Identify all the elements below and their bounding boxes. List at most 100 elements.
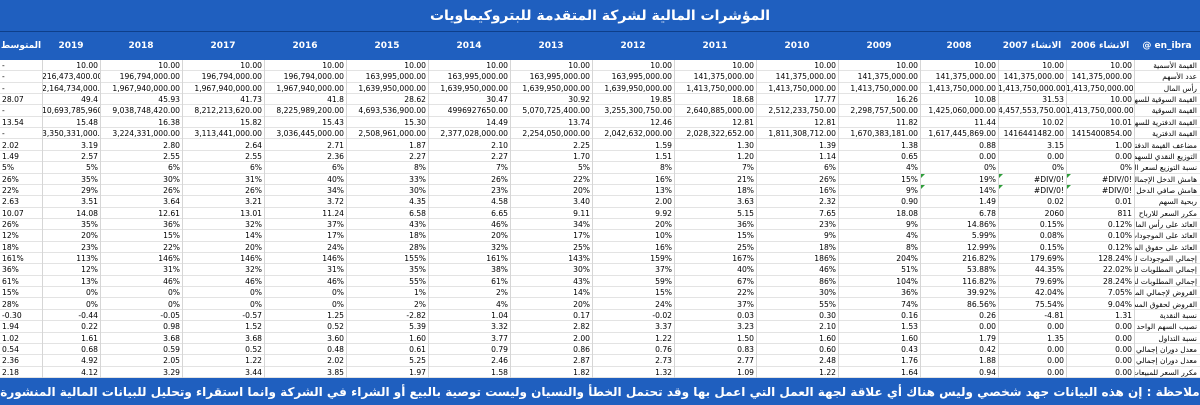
value-cell: 45.93 xyxy=(158,95,180,105)
value-cell: 10.00 xyxy=(1042,61,1064,70)
row-label: القروض لإجمالي الموجودات xyxy=(1134,288,1197,298)
value-cell: 46% xyxy=(819,265,836,275)
value-cell: 3.19 xyxy=(81,140,98,150)
value-cell: 23% xyxy=(491,185,508,195)
value-cell: 1.58 xyxy=(491,367,508,377)
table-row: 2.63 3.51 3.64 3.21 3.72 4.35 4.58 3.40 2.00 3.63… xyxy=(0,196,1200,208)
value-cell: 0% xyxy=(85,288,98,298)
value-cell: 1.00 xyxy=(1115,140,1132,150)
value-cell: 75.54% xyxy=(1035,299,1064,309)
value-cell: 79.69% xyxy=(1035,276,1064,286)
value-cell: 0.26 xyxy=(979,310,996,320)
value-cell: 14.86% xyxy=(967,220,996,229)
value-cell: 20% xyxy=(573,185,590,195)
value-cell: 0.08% xyxy=(1039,231,1064,241)
table-row: 28% 0% 0% 0% 0% 2% 4% 20% 24% 37% 55% 74% 86.56% 75.5… xyxy=(0,299,1200,310)
value-cell: 1,413,750,000.00 xyxy=(1066,106,1134,116)
value-cell: 2.36 xyxy=(327,151,344,161)
value-cell: 15.30 xyxy=(404,117,426,127)
header-year: 2010 xyxy=(784,41,810,51)
value-cell: 0.00 xyxy=(1115,356,1132,366)
value-cell: 0.79 xyxy=(491,344,508,354)
value-cell: 1.50 xyxy=(737,333,754,343)
value-cell: 9.11 xyxy=(573,208,590,218)
value-cell: 163,995,000.00 xyxy=(611,72,672,82)
value-cell: 3.64 xyxy=(163,197,180,207)
value-cell: 0.00 xyxy=(1115,367,1132,377)
value-cell: 0.15% xyxy=(1039,220,1064,229)
avg-cell: 36% xyxy=(2,265,19,275)
value-cell: 10.02 xyxy=(1042,117,1064,127)
grid-line xyxy=(592,60,593,378)
header-year: 2008 xyxy=(946,41,972,51)
value-cell: 8,225,989,200.00 xyxy=(276,106,344,116)
value-cell: 216,473,400.00 xyxy=(42,72,100,82)
value-cell: 23% xyxy=(819,220,836,229)
value-cell: 30% xyxy=(163,174,180,184)
table-row: 22% 29% 26% 26% 34% 30% 23% 20% 13% 18% 16% 9% 14% #D… xyxy=(0,184,1200,197)
value-cell: 2,640,885,000.00 xyxy=(686,106,754,116)
value-cell: 51% xyxy=(901,265,918,275)
value-cell: 17% xyxy=(573,231,590,241)
value-cell: 1.60 xyxy=(819,333,836,343)
value-cell: 0.88 xyxy=(979,140,996,150)
grid-line xyxy=(100,60,101,378)
value-cell: 2.25 xyxy=(573,140,590,150)
value-cell: 8% xyxy=(413,163,426,173)
value-cell: 36% xyxy=(163,220,180,229)
value-cell: 15% xyxy=(655,288,672,298)
value-cell: 20% xyxy=(245,242,262,252)
value-cell: -0.02 xyxy=(652,310,672,320)
value-cell: 22% xyxy=(737,288,754,298)
value-cell: 61% xyxy=(491,276,508,286)
value-cell: -0.44 xyxy=(78,310,98,320)
value-cell: 0% xyxy=(983,163,996,173)
value-cell: 3.29 xyxy=(163,367,180,377)
value-cell: 24% xyxy=(327,242,344,252)
value-cell: 3.63 xyxy=(737,197,754,207)
value-cell: 10.00 xyxy=(732,61,754,70)
value-cell: 44.35% xyxy=(1035,265,1064,275)
row-label: القيمة الدفترية للسهم xyxy=(1134,117,1197,127)
table-title-text: المؤشرات المالية لشركة المتقدمة للبتروكي… xyxy=(429,7,771,24)
value-cell: 13% xyxy=(81,276,98,286)
value-cell: 30% xyxy=(409,185,426,195)
value-cell: 2.32 xyxy=(819,197,836,207)
grid-line xyxy=(182,60,183,378)
value-cell: 31.53 xyxy=(1042,95,1064,105)
value-cell: 41.8 xyxy=(327,95,344,105)
value-cell: 7.05% xyxy=(1107,288,1132,298)
value-cell: 0.94 xyxy=(979,367,996,377)
header-handle: @ en_ibra xyxy=(1142,41,1192,51)
value-cell: 1,413,750,000.00 xyxy=(928,83,996,93)
value-cell: 35% xyxy=(81,220,98,229)
value-cell: 25% xyxy=(737,242,754,252)
value-cell: 1415400854.00 xyxy=(1071,129,1132,139)
value-cell: 30% xyxy=(573,265,590,275)
value-cell: 1.60 xyxy=(901,333,918,343)
value-cell: 204% xyxy=(896,254,918,264)
table-row: 2.36 4.92 2.05 1.22 2.02 5.25 2.46 2.87 2.73 2.77… xyxy=(0,355,1200,367)
avg-cell: 12% xyxy=(2,231,19,241)
value-cell: 161% xyxy=(486,254,508,264)
value-cell: 113% xyxy=(76,254,98,264)
value-cell: 141,375,000.00 xyxy=(1071,72,1132,82)
table-row: 0.54 0.68 0.59 0.52 0.48 0.61 0.79 0.86 0.76 0.83… xyxy=(0,344,1200,356)
value-cell: 0.59 xyxy=(163,344,180,354)
value-cell: 2.64 xyxy=(245,140,262,150)
value-cell: 55% xyxy=(819,299,836,309)
value-cell: 3.15 xyxy=(1047,140,1064,150)
value-cell: 26% xyxy=(491,174,508,184)
value-cell: 2.27 xyxy=(491,151,508,161)
grid-line xyxy=(998,60,999,378)
error-indicator-icon xyxy=(921,184,925,189)
value-cell: 0% xyxy=(249,288,262,298)
value-cell: 10.00 xyxy=(76,61,98,70)
avg-cell: 13.54 xyxy=(2,117,24,127)
value-cell: 1.22 xyxy=(819,367,836,377)
grid-line xyxy=(510,60,511,378)
value-cell: 0.30 xyxy=(819,310,836,320)
avg-cell: 2.02 xyxy=(2,140,19,150)
value-cell: 12.81 xyxy=(732,117,754,127)
